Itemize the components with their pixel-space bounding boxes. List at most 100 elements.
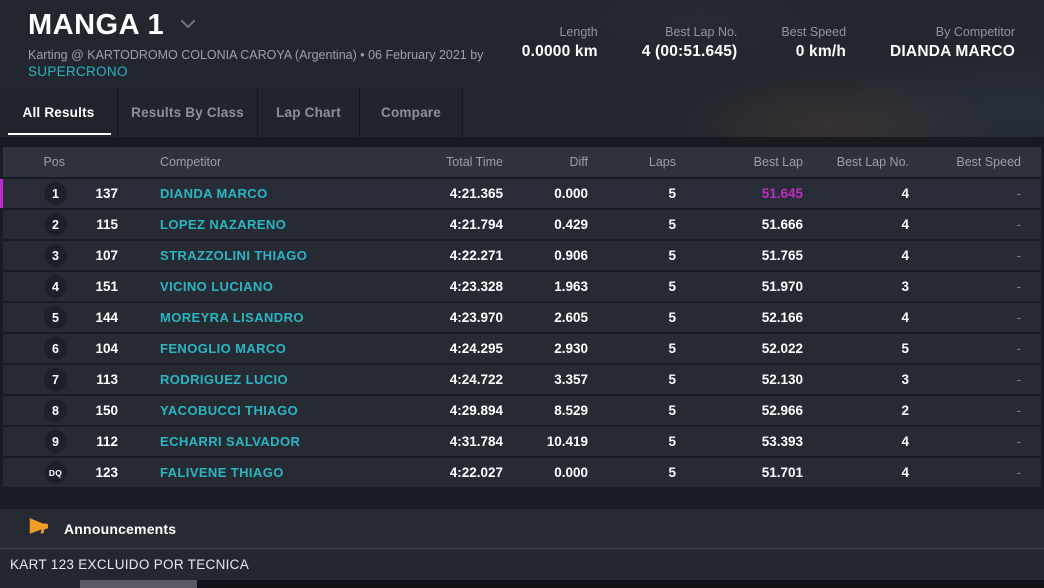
column-header-competitor: Competitor — [160, 155, 222, 169]
cell-pos: 2 — [3, 213, 78, 236]
results-table: Pos Competitor Total Time Diff Laps Best Lap B… — [0, 147, 1041, 487]
cell-kart: 144 — [95, 310, 118, 325]
cell-laps: 5 — [668, 434, 676, 449]
tab-results-by-class[interactable]: Results By Class — [118, 88, 258, 137]
cell-best-speed: - — [1016, 310, 1022, 325]
cell-best-lap: 51.970 — [761, 279, 803, 294]
cell-diff: 1.963 — [554, 279, 588, 294]
position-badge: 4 — [44, 275, 67, 298]
cell-laps: 5 — [668, 341, 676, 356]
table-row[interactable]: 6 104 FENOGLIO MARCO 4:24.295 2.930 5 52.022 5 - — [3, 332, 1041, 363]
table-row[interactable]: 9 112 ECHARRI SALVADOR 4:31.784 10.419 5 53.39… — [3, 425, 1041, 456]
position-badge: DQ — [44, 461, 67, 484]
competitor-link[interactable]: ECHARRI SALVADOR — [160, 433, 301, 449]
column-header-total-time: Total Time — [446, 155, 503, 169]
column-header-diff: Diff — [569, 155, 588, 169]
competitor-link[interactable]: RODRIGUEZ LUCIO — [160, 371, 289, 387]
cell-pos: 6 — [3, 337, 78, 360]
header-divider — [0, 137, 1044, 147]
page-title: MANGA 1 — [28, 9, 165, 41]
cell-best-speed: - — [1016, 186, 1022, 201]
cell-pos: 4 — [3, 275, 78, 298]
competitor-link[interactable]: FALIVENE THIAGO — [160, 464, 284, 480]
table-row[interactable]: DQ 123 FALIVENE THIAGO 4:22.027 0.000 5 51.701… — [3, 456, 1041, 487]
cell-competitor: RODRIGUEZ LUCIO — [124, 371, 393, 389]
cell-pos: 8 — [3, 399, 78, 422]
cell-pos: 9 — [3, 430, 78, 453]
competitor-link[interactable]: MOREYRA LISANDRO — [160, 309, 304, 325]
session-stats: Length 0.0000 km Best Lap No. 4 (00:51.645)… — [522, 0, 1044, 88]
competitor-link[interactable]: STRAZZOLINI THIAGO — [160, 247, 308, 263]
cell-best-lap: 51.645 — [761, 186, 803, 201]
cell-best-lap-no: 4 — [901, 434, 909, 449]
session-dropdown-button[interactable] — [178, 16, 198, 35]
table-row[interactable]: 5 144 MOREYRA LISANDRO 4:23.970 2.605 5 52.166… — [3, 301, 1041, 332]
organizer-link[interactable]: SUPERCRONO — [28, 64, 128, 80]
competitor-link[interactable]: VICINO LUCIANO — [160, 278, 274, 294]
position-badge: 5 — [44, 306, 67, 329]
cell-kart: 113 — [96, 372, 118, 387]
cell-best-speed: - — [1016, 217, 1022, 232]
cell-kart: 104 — [95, 341, 118, 356]
cell-competitor: DIANDA MARCO — [124, 185, 393, 203]
cell-competitor: ECHARRI SALVADOR — [124, 433, 393, 451]
cell-laps: 5 — [668, 279, 676, 294]
tab-all-results[interactable]: All Results — [0, 88, 118, 137]
session-subtitle: Karting @ KARTODROMO COLONIA CAROYA (Arg… — [28, 47, 483, 81]
table-row[interactable]: 2 115 LOPEZ NAZARENO 4:21.794 0.429 5 51.666 4 - — [3, 208, 1041, 239]
cell-competitor: YACOBUCCI THIAGO — [124, 402, 393, 420]
competitor-link[interactable]: LOPEZ NAZARENO — [160, 216, 287, 232]
cell-total-time: 4:29.894 — [449, 403, 503, 418]
table-row[interactable]: 4 151 VICINO LUCIANO 4:23.328 1.963 5 51.970 3 - — [3, 270, 1041, 301]
cell-kart: 151 — [95, 279, 118, 294]
position-badge: 7 — [44, 368, 67, 391]
competitor-link[interactable]: DIANDA MARCO — [160, 185, 268, 201]
cell-competitor: FENOGLIO MARCO — [124, 340, 393, 358]
tab-lap-chart[interactable]: Lap Chart — [258, 88, 360, 137]
section-gap — [0, 487, 1044, 509]
horizontal-scrollbar-track[interactable] — [80, 580, 1044, 588]
tab-compare[interactable]: Compare — [360, 88, 463, 137]
cell-kart: 123 — [95, 465, 118, 480]
stat-by-competitor: By Competitor DIANDA MARCO — [890, 25, 1015, 61]
stat-label: By Competitor — [935, 25, 1015, 39]
announcements-panel: Announcements — [0, 509, 1044, 548]
cell-total-time: 4:23.970 — [449, 310, 503, 325]
cell-best-lap-no: 4 — [901, 310, 909, 325]
column-header-best-lap-no: Best Lap No. — [836, 155, 909, 169]
cell-best-lap-no: 3 — [901, 279, 909, 294]
cell-total-time: 4:21.365 — [449, 186, 503, 201]
cell-total-time: 4:22.027 — [449, 465, 503, 480]
stat-value: 0.0000 km — [521, 43, 598, 60]
table-row[interactable]: 1 137 DIANDA MARCO 4:21.365 0.000 5 51.645 4 - — [0, 177, 1041, 208]
cell-kart: 112 — [96, 434, 118, 449]
tab-bar-filler — [463, 88, 1044, 137]
horizontal-scrollbar-thumb[interactable] — [80, 580, 197, 588]
cell-total-time: 4:21.794 — [449, 217, 503, 232]
cell-best-lap: 51.701 — [761, 465, 803, 480]
competitor-link[interactable]: YACOBUCCI THIAGO — [160, 402, 299, 418]
announcements-title: Announcements — [64, 520, 177, 537]
cell-best-lap-no: 2 — [901, 403, 909, 418]
table-body: 1 137 DIANDA MARCO 4:21.365 0.000 5 51.645 4-2 1… — [0, 177, 1041, 487]
cell-pos: 5 — [3, 306, 78, 329]
cell-pos: DQ — [3, 461, 78, 484]
cell-best-speed: - — [1016, 434, 1022, 449]
cell-total-time: 4:24.295 — [449, 341, 503, 356]
table-row[interactable]: 7 113 RODRIGUEZ LUCIO 4:24.722 3.357 5 52.130 3… — [3, 363, 1041, 394]
cell-competitor: LOPEZ NAZARENO — [124, 216, 393, 234]
cell-total-time: 4:23.328 — [449, 279, 503, 294]
cell-laps: 5 — [668, 403, 676, 418]
competitor-link[interactable]: FENOGLIO MARCO — [160, 340, 287, 356]
table-row[interactable]: 8 150 YACOBUCCI THIAGO 4:29.894 8.529 5 52.966… — [3, 394, 1041, 425]
table-row[interactable]: 3 107 STRAZZOLINI THIAGO 4:22.271 0.906 5 51.7… — [3, 239, 1041, 270]
cell-best-lap: 53.393 — [761, 434, 803, 449]
cell-best-lap-no: 4 — [901, 186, 909, 201]
cell-pos: 7 — [3, 368, 78, 391]
cell-best-lap-no: 4 — [901, 465, 909, 480]
cell-kart: 150 — [95, 403, 118, 418]
cell-best-lap-no: 5 — [901, 341, 909, 356]
table-header-row: Pos Competitor Total Time Diff Laps Best Lap B… — [3, 147, 1041, 177]
cell-best-speed: - — [1016, 403, 1022, 418]
stat-label: Length — [559, 25, 598, 39]
